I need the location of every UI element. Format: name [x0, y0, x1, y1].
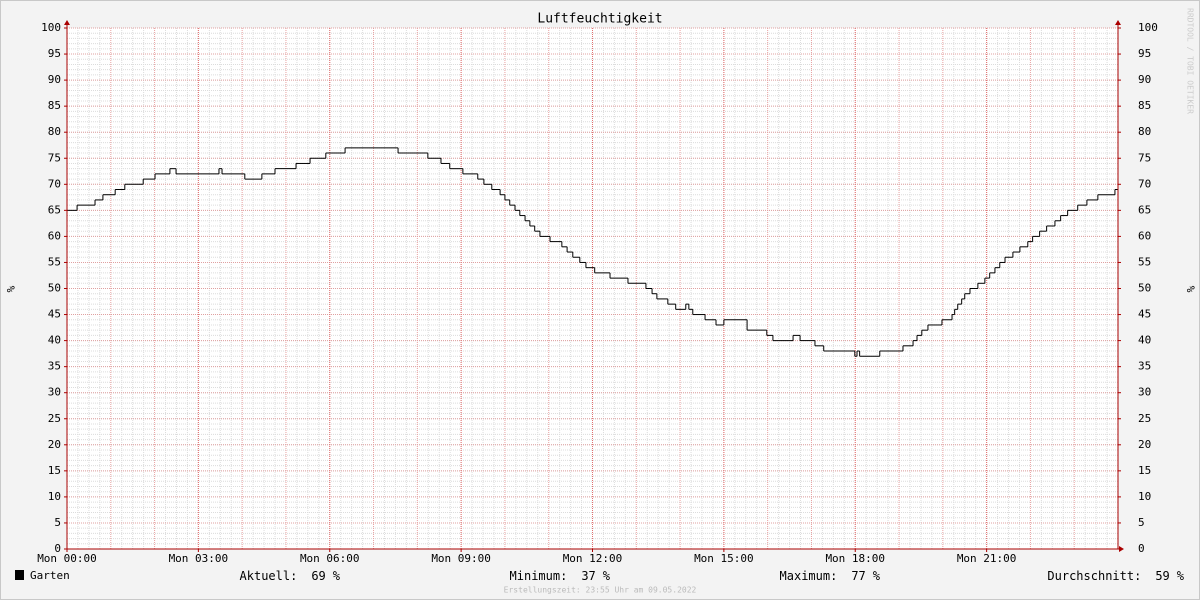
axis-arrow: [1119, 546, 1124, 552]
stat-label: Aktuell:: [240, 569, 298, 583]
legend-stat: Minimum: 37%: [510, 569, 611, 583]
y-tick-label: 85: [48, 99, 61, 112]
y-axis-label: %: [4, 286, 17, 293]
y-tick-label: 20: [48, 438, 61, 451]
x-tick-label: Mon 12:00: [563, 552, 623, 565]
y-tick-label: 55: [48, 255, 61, 268]
y2-tick-label: 40: [1138, 334, 1151, 347]
y-tick-label: 95: [48, 47, 61, 60]
x-tick-label: Mon 15:00: [694, 552, 754, 565]
y-tick-label: 45: [48, 308, 61, 321]
y-tick-label: 100: [41, 21, 61, 34]
y2-tick-label: 90: [1138, 73, 1151, 86]
y-tick-label: 30: [48, 386, 61, 399]
x-tick-label: Mon 09:00: [431, 552, 491, 565]
y2-tick-label: 10: [1138, 490, 1151, 503]
stat-unit: %: [603, 569, 611, 583]
y-tick-label: 60: [48, 229, 61, 242]
x-tick-label: Mon 18:00: [825, 552, 885, 565]
stat-unit: %: [333, 569, 341, 583]
stat-label: Maximum:: [780, 569, 838, 583]
y2-tick-label: 65: [1138, 203, 1151, 216]
watermark: RRDTOOL / TOBI OETIKER: [1186, 8, 1195, 114]
stat-value: 59: [1155, 569, 1169, 583]
axis-arrow: [1115, 20, 1121, 25]
x-tick-label: Mon 03:00: [169, 552, 229, 565]
y2-tick-label: 55: [1138, 255, 1151, 268]
y-tick-label: 10: [48, 490, 61, 503]
stat-unit: %: [1177, 569, 1185, 583]
axis-arrow: [64, 20, 70, 25]
x-tick-label: Mon 00:00: [37, 552, 97, 565]
legend-swatch: [15, 570, 24, 580]
legend-label: Garten: [30, 569, 70, 582]
stat-value: 77: [851, 569, 865, 583]
y2-tick-label: 95: [1138, 47, 1151, 60]
y-tick-label: 35: [48, 360, 61, 373]
stat-label: Minimum:: [510, 569, 568, 583]
y-tick-label: 40: [48, 334, 61, 347]
y2-tick-label: 85: [1138, 99, 1151, 112]
legend-stat: Maximum: 77%: [780, 569, 881, 583]
stat-value: 37: [581, 569, 595, 583]
y2-tick-label: 25: [1138, 412, 1151, 425]
stat-unit: %: [873, 569, 881, 583]
y-tick-label: 65: [48, 203, 61, 216]
chart-title: Luftfeuchtigkeit: [537, 12, 662, 27]
footer: Erstellungszeit: 23:55 Uhr am 09.05.2022: [504, 586, 697, 595]
y2-tick-label: 60: [1138, 229, 1151, 242]
y-tick-label: 5: [54, 516, 61, 529]
x-tick-label: Mon 21:00: [957, 552, 1017, 565]
y2-tick-label: 80: [1138, 125, 1151, 138]
y-tick-label: 25: [48, 412, 61, 425]
y2-tick-label: 100: [1138, 21, 1158, 34]
y-tick-label: 90: [48, 73, 61, 86]
legend-stat: Durchschnitt: 59%: [1047, 569, 1184, 583]
legend-stat: Aktuell: 69%: [240, 569, 341, 583]
y2-tick-label: 45: [1138, 308, 1151, 321]
stat-value: 69: [311, 569, 325, 583]
y2-tick-label: 20: [1138, 438, 1151, 451]
x-tick-label: Mon 06:00: [300, 552, 360, 565]
y2-tick-label: 0: [1138, 542, 1145, 555]
y-tick-label: 50: [48, 282, 61, 295]
marks: [67, 147, 1118, 357]
y2-tick-label: 75: [1138, 151, 1151, 164]
y2-axis-label: %: [1184, 286, 1197, 293]
stat-label: Durchschnitt:: [1047, 569, 1141, 583]
y-tick-label: 0: [54, 542, 61, 555]
y2-tick-label: 5: [1138, 516, 1145, 529]
y-tick-label: 15: [48, 464, 61, 477]
y-tick-label: 75: [48, 151, 61, 164]
y2-tick-label: 30: [1138, 386, 1151, 399]
y2-tick-label: 70: [1138, 177, 1151, 190]
y-tick-label: 80: [48, 125, 61, 138]
y2-tick-label: 15: [1138, 464, 1151, 477]
y2-tick-label: 35: [1138, 360, 1151, 373]
y2-tick-label: 50: [1138, 282, 1151, 295]
y-tick-label: 70: [48, 177, 61, 190]
